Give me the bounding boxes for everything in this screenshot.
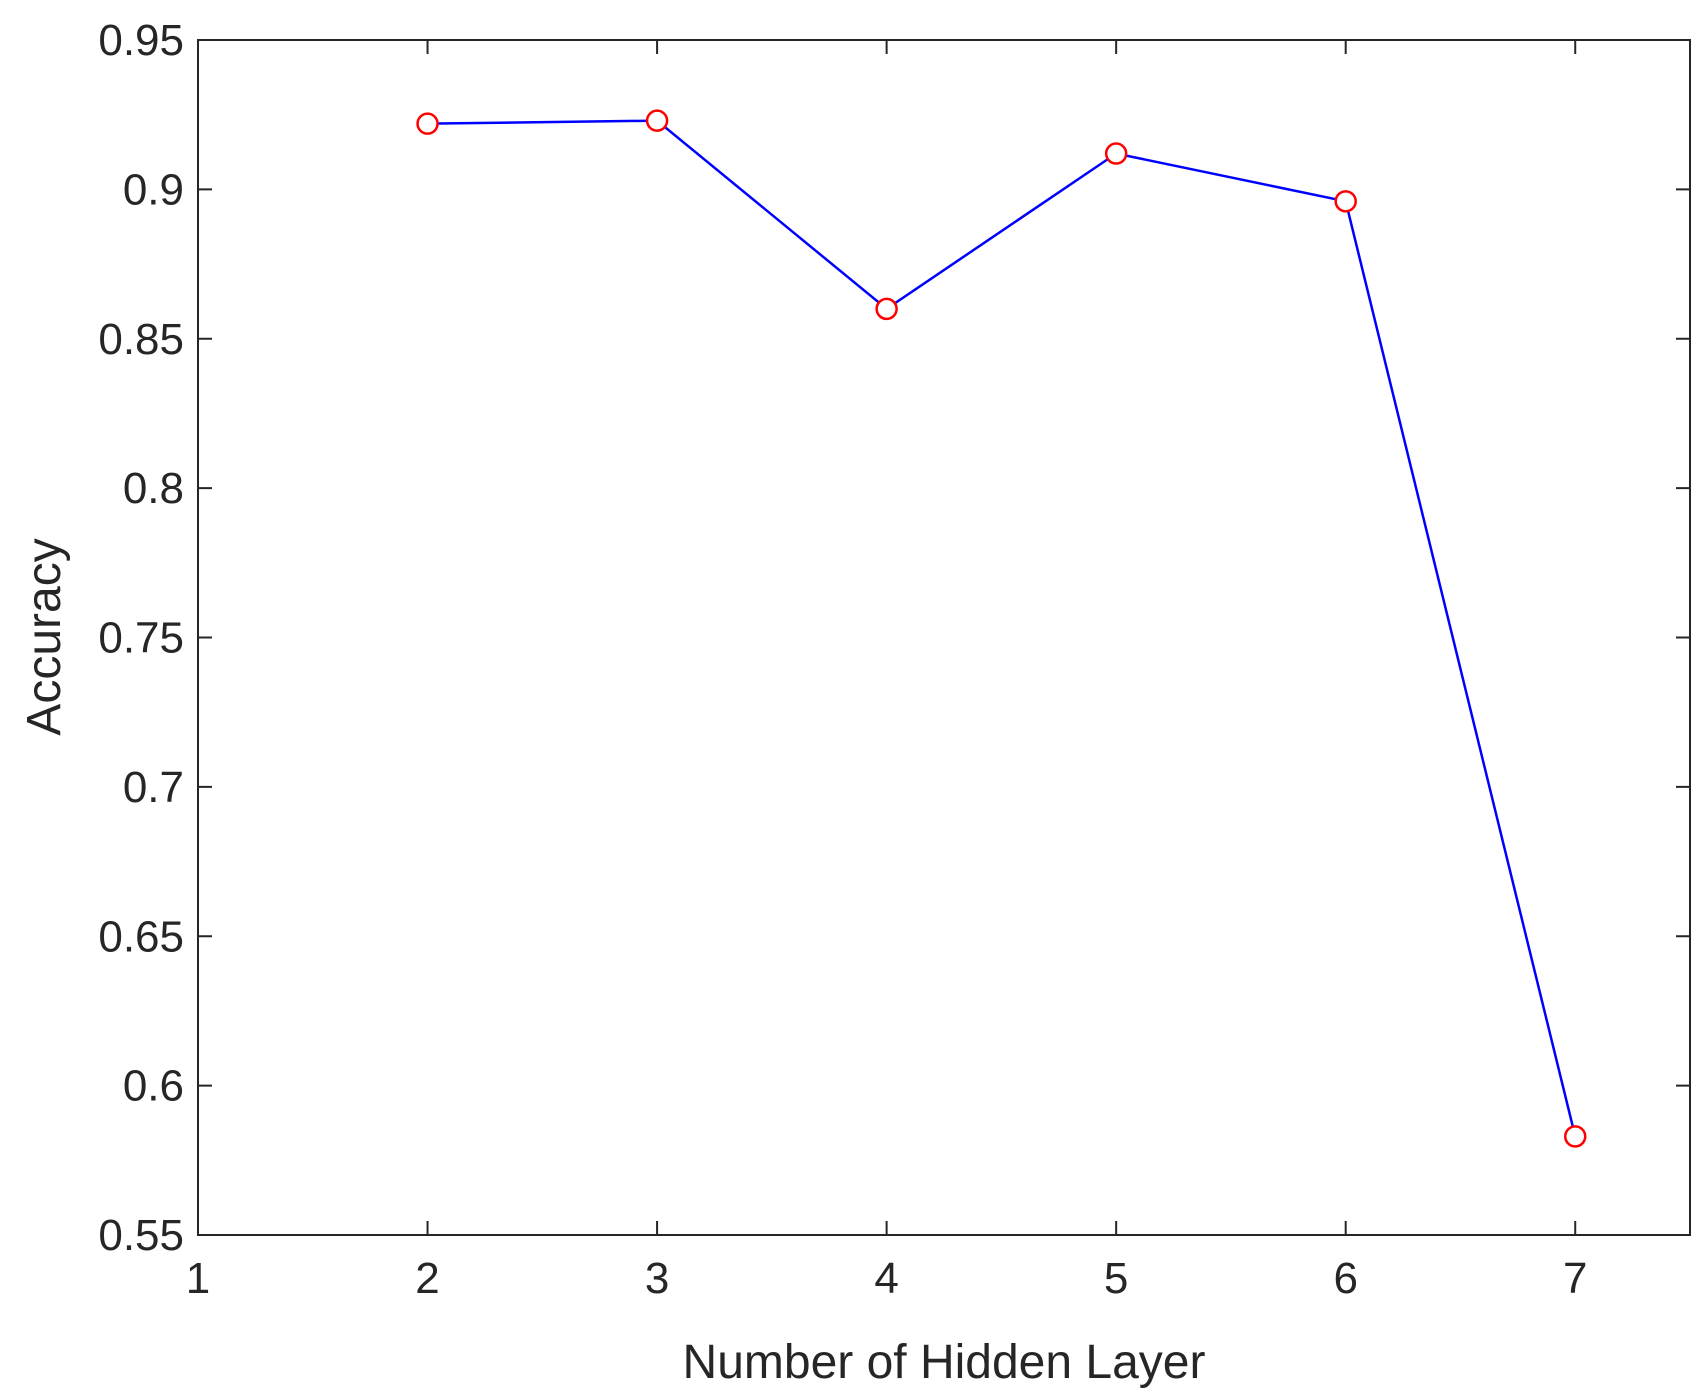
y-tick-label: 0.85 xyxy=(98,315,184,364)
y-tick-label: 0.95 xyxy=(98,16,184,65)
series-line xyxy=(427,119,1577,1137)
x-axis-title: Number of Hidden Layer xyxy=(683,1336,1206,1389)
data-point xyxy=(1104,142,1128,165)
series-layer xyxy=(416,109,1587,1148)
data-point xyxy=(645,109,669,132)
x-tick-label: 5 xyxy=(1104,1254,1128,1303)
y-tick-label: 0.6 xyxy=(123,1062,184,1111)
plot-area xyxy=(198,40,1690,1235)
data-point xyxy=(416,112,439,135)
x-axis-ticks: 1 2 3 4 5 6 7 xyxy=(186,40,1587,1303)
y-tick-label: 0.75 xyxy=(98,614,184,663)
y-tick-label: 0.55 xyxy=(98,1211,184,1260)
x-tick-label: 3 xyxy=(645,1254,669,1303)
y-axis-title: Accuracy xyxy=(18,538,71,735)
y-tick-label: 0.65 xyxy=(98,912,184,961)
x-tick-label: 2 xyxy=(415,1254,439,1303)
y-tick-label: 0.8 xyxy=(123,464,184,513)
y-tick-label: 0.7 xyxy=(123,763,184,812)
axes-box xyxy=(197,39,1691,1236)
y-tick-label: 0.9 xyxy=(123,165,184,214)
x-tick-label: 1 xyxy=(186,1254,210,1303)
x-tick-label: 7 xyxy=(1563,1254,1587,1303)
data-point xyxy=(875,297,898,321)
data-point xyxy=(1563,1125,1587,1148)
data-point xyxy=(1334,190,1357,213)
y-axis-ticks: 0.55 0.6 0.65 0.7 0.75 0.8 0.85 0.9 0.95 xyxy=(98,16,1690,1260)
x-tick-label: 4 xyxy=(874,1254,898,1303)
x-tick-label: 6 xyxy=(1333,1254,1357,1303)
